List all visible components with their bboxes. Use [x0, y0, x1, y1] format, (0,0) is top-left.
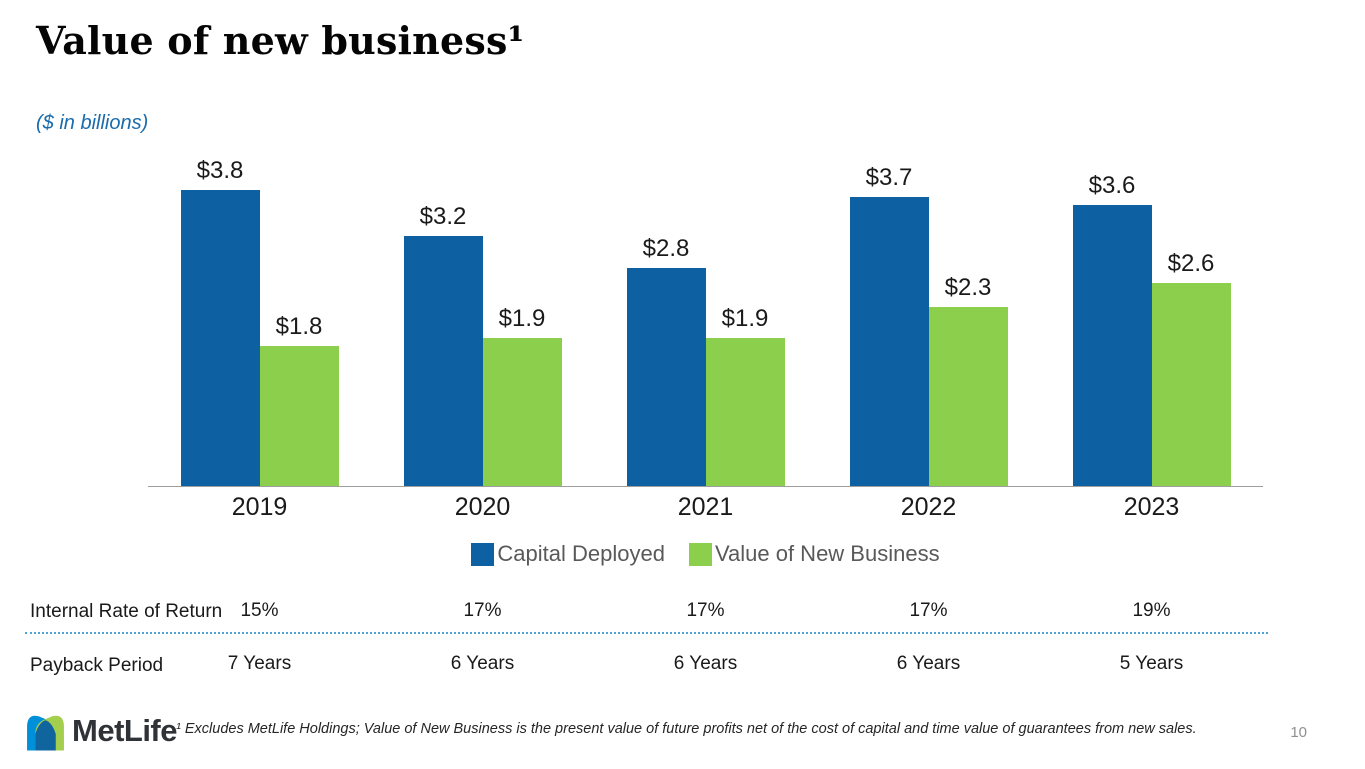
- year-label: 2021: [677, 493, 734, 521]
- stat-value: 6 Years: [896, 653, 961, 674]
- footnote: ¹ Excludes MetLife Holdings; Value of Ne…: [176, 721, 1197, 737]
- bar-value-label: $3.6: [1088, 172, 1136, 200]
- bar-wrap: $1.9: [482, 304, 562, 486]
- bar-wrap: $2.6: [1151, 250, 1231, 486]
- stat-value: 19%: [1132, 600, 1171, 621]
- bar: [626, 267, 706, 486]
- bar-value-label: $1.9: [721, 304, 769, 332]
- legend-label: Value of New Business: [714, 541, 940, 566]
- year-label: 2020: [454, 493, 511, 521]
- page-number: 10: [1290, 724, 1307, 741]
- stat-value: 15%: [240, 600, 279, 621]
- bar-wrap: $1.9: [705, 304, 785, 486]
- year-label: 2023: [1123, 493, 1180, 521]
- bar-value-label: $1.9: [498, 304, 546, 332]
- bar: [482, 337, 562, 486]
- bar: [1151, 283, 1231, 486]
- legend-swatch: [471, 542, 495, 566]
- bar-value-label: $2.8: [642, 234, 690, 262]
- irr-row-label: Internal Rate of Return: [30, 601, 223, 622]
- bar-wrap: $3.2: [403, 203, 483, 486]
- bar-value-label: $3.2: [419, 203, 467, 231]
- legend-item: Value of New Business: [688, 541, 940, 567]
- stat-value: 6 Years: [450, 653, 515, 674]
- bar-wrap: $2.3: [928, 273, 1008, 486]
- bar-wrap: $3.6: [1072, 172, 1152, 486]
- bar-wrap: $2.8: [626, 234, 706, 486]
- stat-value: 17%: [463, 600, 502, 621]
- x-axis-year-labels: 2019 2020 2021 2022 2023: [148, 493, 1263, 522]
- bar: [403, 236, 483, 486]
- bar-group-2020: $3.2 $1.9: [371, 150, 594, 486]
- units-subtitle: ($ in billions): [36, 112, 149, 134]
- page-title: Value of new business¹: [36, 18, 525, 63]
- stat-value: 17%: [686, 600, 725, 621]
- metlife-m-icon: [27, 715, 64, 751]
- bar-value-label: $1.8: [275, 312, 323, 340]
- legend-swatch: [688, 542, 712, 566]
- stat-value: 7 Years: [227, 653, 292, 674]
- bar: [849, 197, 929, 486]
- payback-row-values: 7 Years 6 Years 6 Years 6 Years 5 Years: [148, 653, 1263, 675]
- bar-group-2019: $3.8 $1.8: [148, 150, 371, 486]
- bar-wrap: $3.7: [849, 164, 929, 486]
- metlife-wordmark: MetLife: [72, 713, 178, 748]
- bar-value-label: $3.8: [196, 156, 244, 184]
- bar: [928, 306, 1008, 486]
- bar-chart-plot-area: $3.8 $1.8 $3.2 $1.9 $2.8 $1.9 $3.7 $2.3 $3.6 $2.6: [148, 150, 1263, 487]
- chart-legend: Capital Deployed Value of New Business: [148, 541, 1263, 567]
- metlife-logo: MetLife: [25, 707, 178, 753]
- bar-group-2022: $3.7 $2.3: [817, 150, 1040, 486]
- bar-wrap: $3.8: [180, 156, 260, 486]
- stat-value: 17%: [909, 600, 948, 621]
- year-label: 2022: [900, 493, 957, 521]
- bar-group-2023: $3.6 $2.6: [1040, 150, 1263, 486]
- bar-value-label: $2.3: [944, 273, 992, 301]
- legend-label: Capital Deployed: [497, 541, 665, 566]
- bar-value-label: $2.6: [1167, 250, 1215, 278]
- bar-wrap: $1.8: [259, 312, 339, 486]
- bar-group-2021: $2.8 $1.9: [594, 150, 817, 486]
- stat-value: 5 Years: [1119, 653, 1184, 674]
- bar-value-label: $3.7: [865, 164, 913, 192]
- payback-row-label: Payback Period: [30, 655, 164, 676]
- bar: [259, 345, 339, 486]
- legend-item: Capital Deployed: [471, 541, 665, 567]
- bar: [1072, 205, 1152, 486]
- stat-value: 6 Years: [673, 653, 738, 674]
- bar: [705, 337, 785, 486]
- irr-row-values: 15% 17% 17% 17% 19%: [148, 600, 1263, 622]
- year-label: 2019: [231, 493, 288, 521]
- dotted-divider: [25, 632, 1268, 634]
- bar: [180, 189, 260, 486]
